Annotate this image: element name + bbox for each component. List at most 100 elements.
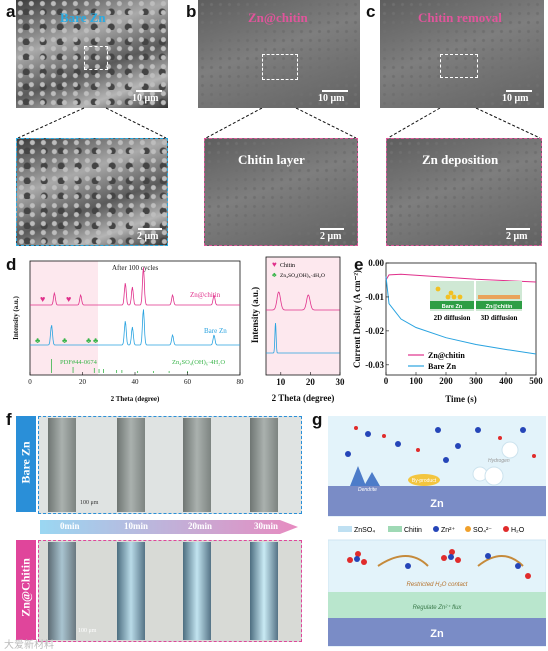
zso-marker-1: ♣ [35,336,41,345]
f-bare-side-tab [16,416,36,512]
f-chitin-strip-3 [250,542,278,640]
zoom-box-a [84,46,108,70]
scalebar-c [506,90,532,92]
xrd-zoom-series-1 [266,322,340,354]
f-chitin-strip-1 [117,542,145,640]
xrd-zoom-xtick-label: 30 [336,377,346,387]
scalebar-a-detail [138,228,162,230]
ca-xtick-label: 500 [529,376,543,386]
xrd-zoom-frame [265,256,341,376]
inset-2d-diffusion: 2D diffusion [434,314,471,322]
xrd-shaded-region [30,261,98,375]
legend-zso-marker: ♣ [272,272,277,279]
f-chitin-scale: 100 μm [78,628,97,634]
g-legend-h2o-swatch [503,526,509,532]
f-bare-label: Bare Zn [18,441,33,484]
xrd-xtick-label: 20 [79,378,87,386]
g-legend-so4-swatch [465,526,471,532]
g-legend-chitin-swatch [388,526,402,532]
legend-chitin-marker: ♥ [272,260,277,269]
xrd-xtick-label: 80 [237,378,245,386]
ca-plot-frame [385,262,537,376]
chitin-marker-2: ♥ [66,294,71,304]
scale-label-a: 10 μm [132,93,159,104]
ca-legend-bare: Bare Zn [428,362,457,371]
g-legend-chitin: Chitin [404,527,422,534]
xrd-ylabel: Intensity (a.u.) [12,295,20,339]
g-legend-zn-ion-swatch [433,526,439,532]
xrd-label-pdf: PDF#44-0674 [60,359,98,366]
f-bare-strip-1 [117,418,145,512]
sem-image-a-detail [16,138,168,246]
ca-inset: Bare Zn Zn@chitin 2D diffusion 3D diffus… [430,281,522,322]
sem-detail-b-label: Chitin layer [238,152,305,167]
scale-label-c: 10 μm [502,93,529,104]
sem-title-c: Chitin removal [418,10,502,25]
sem-image-b-detail [204,138,358,246]
zso-marker-3: ♣ [86,336,92,345]
ca-ytick-label: 0.00 [368,258,384,268]
f-bare-strip-3 [250,418,278,512]
panel-label-a: a [6,2,16,21]
inset-coated-label: Zn@chitin [486,304,513,310]
g-bottom-chitin [328,592,546,618]
xrd-label-zso: Zn₄SO₄(OH)₆·4H₂O [172,359,225,366]
g-arrow-1 [377,555,429,567]
sem-image-c-detail [386,138,542,246]
zso-marker-2: ♣ [62,336,68,345]
zoom-lines [17,107,541,139]
scale-label-a-detail: 2 μm [137,231,159,242]
panel-label-c: c [366,2,376,21]
ca-xtick-label: 100 [409,376,423,386]
ca-xtick-label: 200 [439,376,453,386]
panel-label-f: f [6,410,12,429]
zoom-box-c [440,54,478,78]
f-time-1: 10min [124,521,149,531]
xrd-zoom-xlabel: 2 Theta (degree) [272,393,335,403]
sem-title-b: Zn@chitin [248,10,308,25]
ca-series-0 [385,273,537,283]
panel-label-g: g [312,410,323,429]
g-top-zn [328,486,546,516]
scalebar-b-detail [320,228,344,230]
inset-chitin-layer [478,295,520,299]
f-chitin-side-tab [16,540,36,640]
scale-label-c-detail: 2 μm [506,231,528,242]
g-legend-zn-ion: Zn²⁺ [441,527,456,534]
inset-3d-diffusion: 3D diffusion [481,314,518,322]
sem-detail-c-label: Zn deposition [422,152,499,167]
inset-bare-label: Bare Zn [442,304,463,310]
scalebar-a [136,90,162,92]
zso-marker-4: ♣ [93,336,99,345]
g-regulate-label: Regulate Zn²⁺ flux [413,604,463,611]
f-bare-strip-2 [183,418,211,512]
f-time-2: 20min [188,521,213,531]
watermark: 大爱新材料 [4,640,54,651]
xrd-zoom-chart: ♥ Chitin ♣ Zn₄SO₄(OH)₆·4H₂O 10 20 30 2 The… [250,256,346,403]
xrd-zoom-xtick-label: 10 [276,377,286,387]
g-dendrite-2 [364,472,380,486]
xrd-xtick-label: 0 [28,378,32,386]
f-bare-scale: 100 μm [80,500,99,506]
g-legend-so4: SO₄²⁻ [473,527,492,534]
ca-ytick-label: -0.02 [365,326,384,336]
xrd-series-1 [30,309,240,346]
f-chitin-label: Zn@Chitin [18,558,33,617]
xrd-after-cycles: After 100 cycles [112,264,159,272]
panel-label-e: e [354,255,364,274]
f-time-arrow [40,520,298,534]
xrd-label-bare: Bare Zn [204,327,227,335]
inset-bare-zn [430,301,474,309]
schematic-g: Zn Dendrite By-product Hydrogen ZnSO₄ Ch… [328,416,546,647]
panel-label-d: d [6,255,17,274]
ca-xtick-label: 0 [384,376,389,386]
g-legend-znso4: ZnSO₄ [354,527,375,534]
g-dendrite-label: Dendrite [358,487,377,493]
g-bubble-2 [484,466,504,486]
ca-ytick-label: -0.03 [365,360,384,370]
ca-series-1 [385,276,537,355]
ca-legend-zn-chitin: Zn@chitin [428,351,465,360]
legend-chitin: Chitin [280,263,295,269]
panel-label-b: b [186,2,197,21]
ca-xlabel: Time (s) [445,394,477,404]
